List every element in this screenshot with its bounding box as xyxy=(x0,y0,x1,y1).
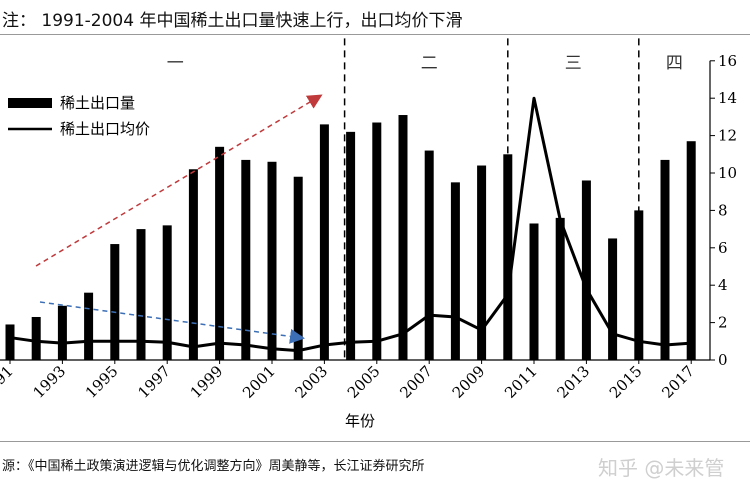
bar-export-volume xyxy=(608,238,618,360)
y-tick-label: 8 xyxy=(718,201,728,219)
line-export-price xyxy=(9,96,692,353)
x-tick-label: 2005 xyxy=(344,362,384,402)
y-tick-label: 4 xyxy=(718,276,728,294)
x-tick-label: 2009 xyxy=(449,362,489,402)
bar-export-volume xyxy=(110,244,120,360)
x-tick-label: 2011 xyxy=(501,362,541,402)
phase-label: 三 xyxy=(565,53,582,73)
bar-export-volume xyxy=(162,225,172,360)
x-tick-label: 2013 xyxy=(553,362,593,402)
watermark: 知乎 @未来管 xyxy=(598,456,725,480)
bar-export-volume xyxy=(660,159,670,360)
bar-export-volume xyxy=(581,180,591,360)
bar-export-volume xyxy=(424,150,434,360)
chart-title: 注： 1991-2004 年中国稀土出口量快速上行，出口均价下滑 xyxy=(2,6,462,31)
legend-swatch-bar xyxy=(8,98,52,108)
phase-label: 二 xyxy=(421,53,438,73)
y-tick-label: 12 xyxy=(718,127,737,145)
bar-export-volume xyxy=(555,217,565,360)
x-axis-title: 年份 xyxy=(345,412,375,430)
bar-export-volume xyxy=(215,146,225,360)
bar-export-volume xyxy=(477,165,487,360)
y-tick-label: 14 xyxy=(718,89,737,107)
y-tick-label: 10 xyxy=(718,164,737,182)
x-tick-label: 2007 xyxy=(396,362,436,402)
x-tick-label: 2017 xyxy=(658,362,698,402)
x-tick-label: 1993 xyxy=(29,362,69,402)
bar-export-volume xyxy=(346,131,356,360)
bar-export-volume xyxy=(188,169,198,360)
bar-export-volume xyxy=(503,154,513,360)
y-tick-label: 2 xyxy=(718,314,728,332)
trend-arrow-down xyxy=(39,301,305,344)
phase-label: 四 xyxy=(666,53,683,73)
title-text: 1991-2004 年中国稀土出口量快速上行，出口均价下滑 xyxy=(41,11,463,31)
bar-export-volume xyxy=(686,141,696,360)
bar-export-volume xyxy=(57,305,67,360)
bar-export-volume xyxy=(267,161,277,360)
export-chart: 0 2 4 6 8 10 12 14 16 一 二 三 四 1991 1993 1995 1997 1999 200… xyxy=(0,38,737,430)
bar-export-volume xyxy=(136,229,146,360)
bar-export-volume xyxy=(372,122,382,360)
bar-export-volume xyxy=(5,324,15,360)
legend-label-line: 稀土出口均价 xyxy=(60,120,150,138)
x-tick-label: 2003 xyxy=(291,362,331,402)
bar-export-volume xyxy=(398,115,408,360)
x-tick-label: 1997 xyxy=(134,362,174,402)
bar-export-volume xyxy=(84,292,94,360)
y-tick-label: 16 xyxy=(718,52,737,70)
bar-export-volume xyxy=(31,316,41,360)
x-tick-label: 2015 xyxy=(606,362,646,402)
bar-export-volume xyxy=(241,159,251,360)
source-note: 源：《中国稀土政策演进逻辑与优化调整方向》周美静等，长江证券研究所 xyxy=(2,459,425,474)
x-tick-label: 1999 xyxy=(187,362,227,402)
title-prefix: 注： xyxy=(2,11,36,31)
x-tick-label: 2001 xyxy=(239,362,279,402)
y-tick-label: 6 xyxy=(718,239,728,257)
y-tick-label: 0 xyxy=(718,351,728,369)
legend-label-bar: 稀土出口量 xyxy=(60,94,135,112)
x-tick-label: 1991 xyxy=(0,362,17,402)
footer-divider xyxy=(0,441,750,442)
bar-export-volume xyxy=(319,124,329,360)
x-tick-label: 1995 xyxy=(82,362,122,402)
bar-export-volume xyxy=(450,182,460,360)
bar-export-volume xyxy=(529,223,539,360)
trend-arrow-up xyxy=(35,94,323,267)
bar-export-volume xyxy=(293,176,303,360)
bar-export-volume xyxy=(634,210,644,360)
phase-label: 一 xyxy=(167,53,184,73)
title-divider xyxy=(0,34,750,35)
